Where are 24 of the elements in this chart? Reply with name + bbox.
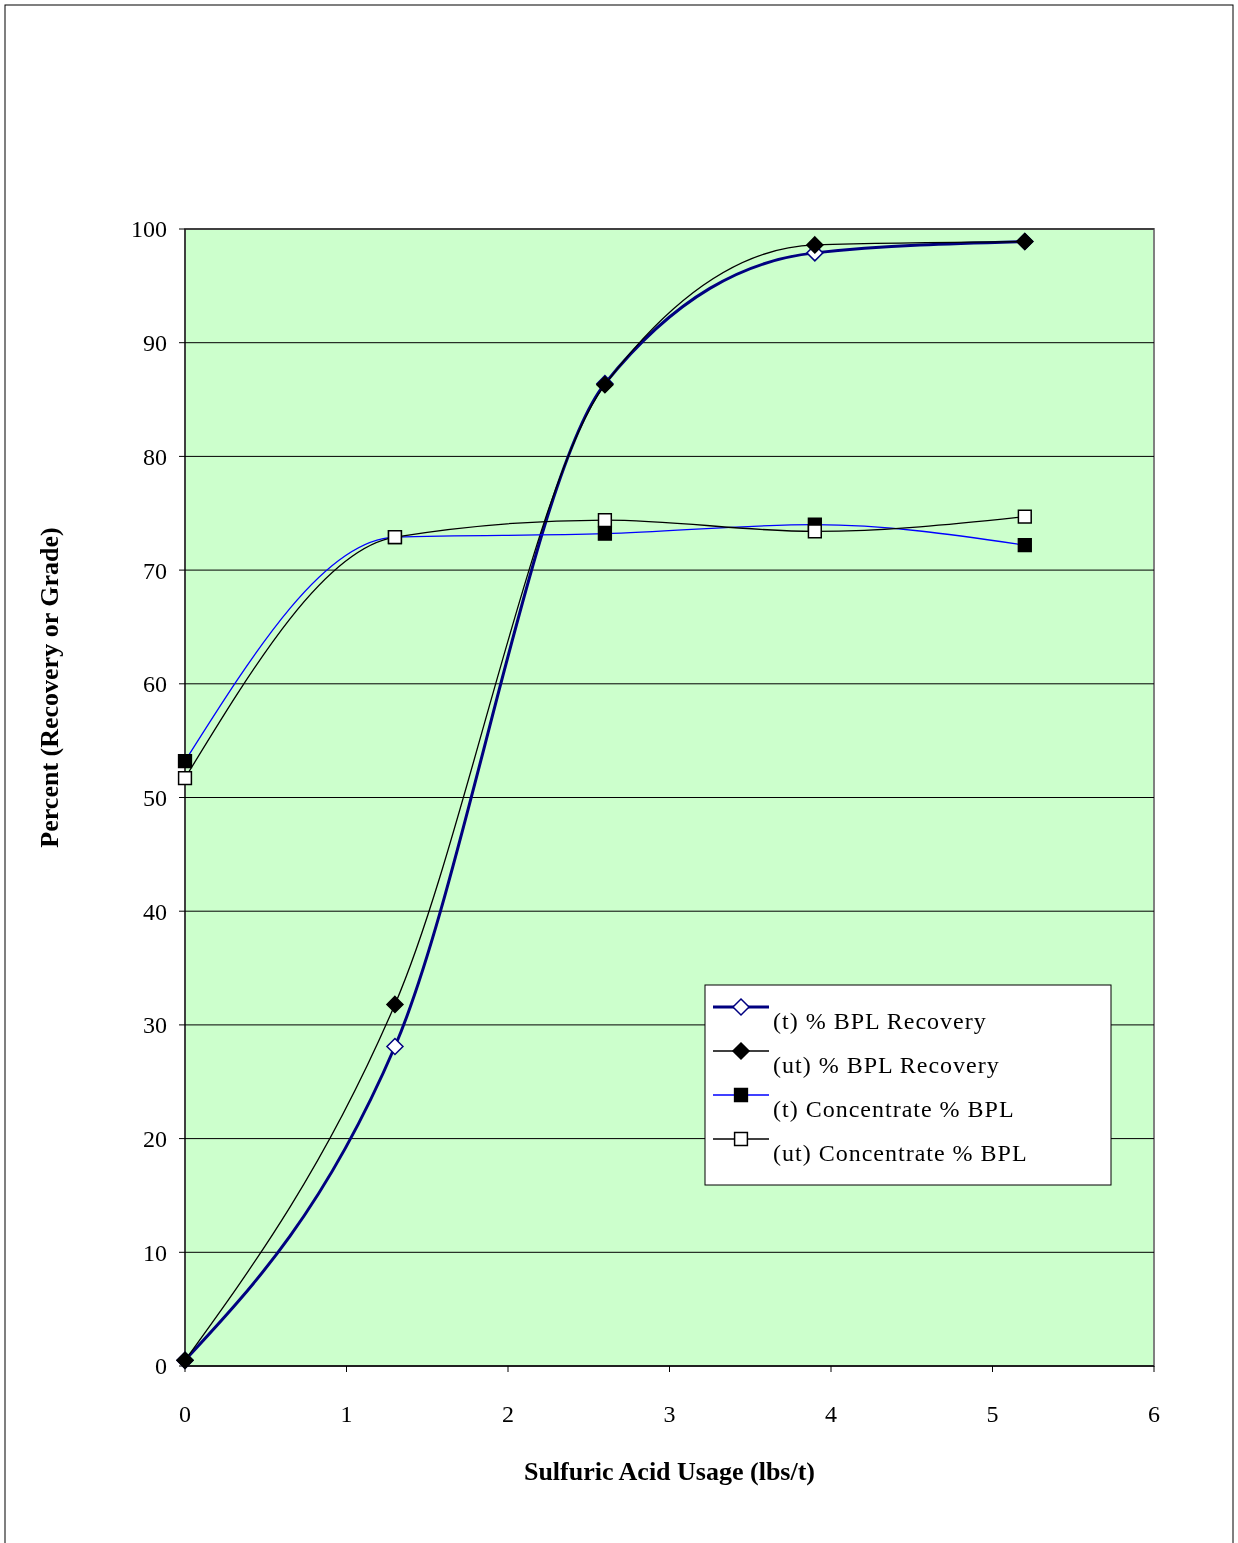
y-tick-label: 10 [143, 1239, 167, 1266]
x-tick-label: 5 [986, 1401, 999, 1427]
x-tick-label: 0 [179, 1401, 191, 1427]
legend-label: (ut) % BPL Recovery [773, 1052, 1000, 1078]
y-axis-title: Percent (Recovery or Grade) [35, 527, 64, 848]
y-tick-label: 50 [143, 784, 167, 811]
y-tick-label: 30 [143, 1012, 167, 1039]
y-tick-label: 40 [143, 898, 167, 925]
x-tick-label: 4 [825, 1401, 837, 1427]
x-tick-label: 2 [502, 1401, 514, 1427]
y-tick-label: 60 [143, 671, 167, 698]
y-tick-label: 20 [143, 1126, 167, 1152]
legend-label: (ut) Concentrate % BPL [773, 1140, 1028, 1166]
x-tick-label: 3 [663, 1401, 676, 1427]
y-tick-label: 90 [143, 330, 167, 357]
legend-label: (t) Concentrate % BPL [773, 1096, 1015, 1122]
y-tick-label: 0 [155, 1353, 167, 1380]
x-axis-title: Sulfuric Acid Usage (lbs/t) [523, 1457, 816, 1486]
x-tick-label: 6 [1148, 1401, 1160, 1427]
y-tick-label: 100 [131, 216, 167, 243]
y-tick-label: 80 [143, 443, 167, 470]
legend-label: (t) % BPL Recovery [773, 1008, 987, 1034]
y-tick-label: 70 [143, 557, 167, 584]
x-tick-label: 1 [340, 1401, 353, 1427]
